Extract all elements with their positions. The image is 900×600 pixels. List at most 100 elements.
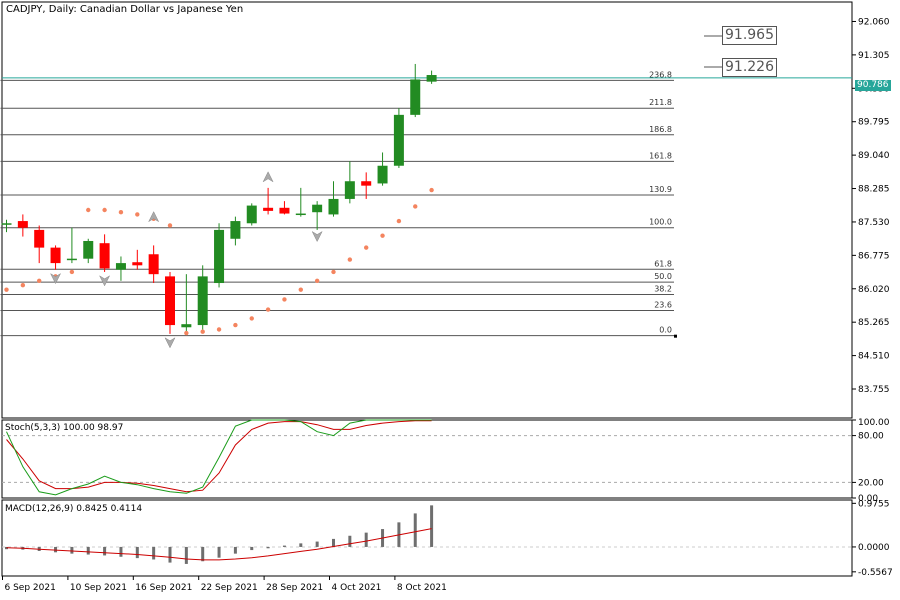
fractal-up-icon [262,171,274,183]
price-tick-label: 89.040 [858,151,890,161]
time-tick-label: 16 Sep 2021 [135,583,192,593]
price-tick-label: 86.775 [858,251,890,261]
macd-pane[interactable] [1,499,853,577]
macd-hist-bar [70,546,74,554]
candle-bull[interactable] [426,75,437,82]
sar-dot [37,278,42,284]
sar-dot [118,210,124,215]
macd-hist-bar [86,546,90,555]
macd-hist-bar [332,538,335,547]
macd-hist-bar [103,546,107,556]
fib-level-label: 130.9 [649,185,672,194]
candle-bull[interactable] [393,114,404,166]
macd-hist-bar [430,505,434,547]
fractal-down-icon [98,275,111,287]
candle-bear[interactable] [17,221,28,228]
candle-bear[interactable] [361,181,372,186]
macd-tick-label: -0.5567 [858,568,893,578]
macd-hist-bar [348,535,352,547]
fractal-down-icon [164,337,176,349]
fractal-down-icon [49,272,62,285]
sar-dot [429,187,434,193]
macd-hist-bar [250,546,254,551]
sar-dot [364,245,369,250]
stoch-signal-line [6,420,432,493]
fib-level-label: 61.8 [654,259,672,268]
sar-dot [380,233,385,238]
fib-level-label: 38.2 [654,285,672,294]
macd-hist-bar [168,546,172,563]
price-tick-label: 88.285 [858,185,890,195]
candle-bear[interactable] [99,243,110,269]
candle-bull[interactable] [328,198,339,215]
macd-hist-bar [233,546,237,554]
candle-bear[interactable] [279,207,290,214]
candle-bull[interactable] [410,79,421,115]
sar-dot [331,269,336,275]
candle-bull[interactable] [83,240,94,259]
sar-dot [249,316,254,321]
candle-bull[interactable] [1,223,12,225]
price-tick-label: 83.755 [858,385,890,395]
fib-box-upper[interactable]: 91.965 [722,26,777,45]
sar-dot [200,329,205,334]
sar-dot [184,330,189,336]
candle-bull[interactable] [115,263,126,270]
candle-bull[interactable] [295,213,306,216]
candle-bull[interactable] [197,276,208,326]
candle-bull[interactable] [214,229,225,284]
candle-bull[interactable] [181,324,192,328]
stoch-label: Stoch(5,3,3) 100.00 98.97 [5,423,124,433]
macd-signal-line [6,528,432,561]
price-pane[interactable] [1,1,853,419]
fib-box-lower[interactable]: 91.226 [722,58,777,77]
candle-bull[interactable] [246,205,257,224]
sar-dot [69,269,75,275]
macd-hist-bar [266,546,270,549]
last-price-tag: 90.786 [855,80,891,91]
candle-bull[interactable] [377,165,388,184]
time-tick-label: 22 Sep 2021 [201,583,258,593]
candle-bear[interactable] [263,207,274,211]
price-tick-label: 84.510 [858,352,890,362]
macd-hist-bar [152,546,156,560]
fib-level-label: 186.8 [649,125,672,134]
macd-hist-bar [364,532,368,547]
sar-dot [413,204,418,209]
macd-hist-bar [315,541,319,547]
candle-bull[interactable] [66,258,77,261]
stoch-tick-label: 0.00 [858,494,878,504]
sar-dot [20,283,26,288]
sar-dot [396,218,402,224]
candle-bear[interactable] [132,262,143,266]
stoch-tick-label: 20.00 [858,478,884,488]
candle-bear[interactable] [148,254,159,275]
macd-hist-bar [217,546,221,558]
macd-hist-bar [282,545,286,547]
chart-title: CADJPY, Daily: Canadian Dollar vs Japane… [6,4,244,15]
sar-dot [86,207,91,213]
fib-level-label: 236.8 [649,70,672,79]
fib-anchor[interactable] [674,334,677,338]
sar-dot [298,287,303,292]
macd-hist-bar [135,546,139,559]
macd-hist-bar [184,546,188,564]
candle-bear[interactable] [165,276,175,326]
fractal-up-icon [148,211,160,223]
candle-bear[interactable] [34,229,45,248]
candle-bull[interactable] [230,221,241,239]
fractal-down-icon [311,230,323,243]
sar-dot [282,297,287,302]
candle-bear[interactable] [50,247,61,264]
sar-dot [216,327,222,332]
sar-dot [4,287,9,292]
time-tick-label: 4 Oct 2021 [332,583,382,593]
candle-bull[interactable] [344,181,355,199]
macd-hist-bar [299,543,303,547]
fib-level-label: 23.6 [654,300,672,309]
candle-bull[interactable] [312,204,323,213]
price-tick-label: 91.305 [858,51,890,61]
macd-tick-label: 0.9755 [858,499,890,509]
stoch-pane[interactable] [1,419,853,499]
